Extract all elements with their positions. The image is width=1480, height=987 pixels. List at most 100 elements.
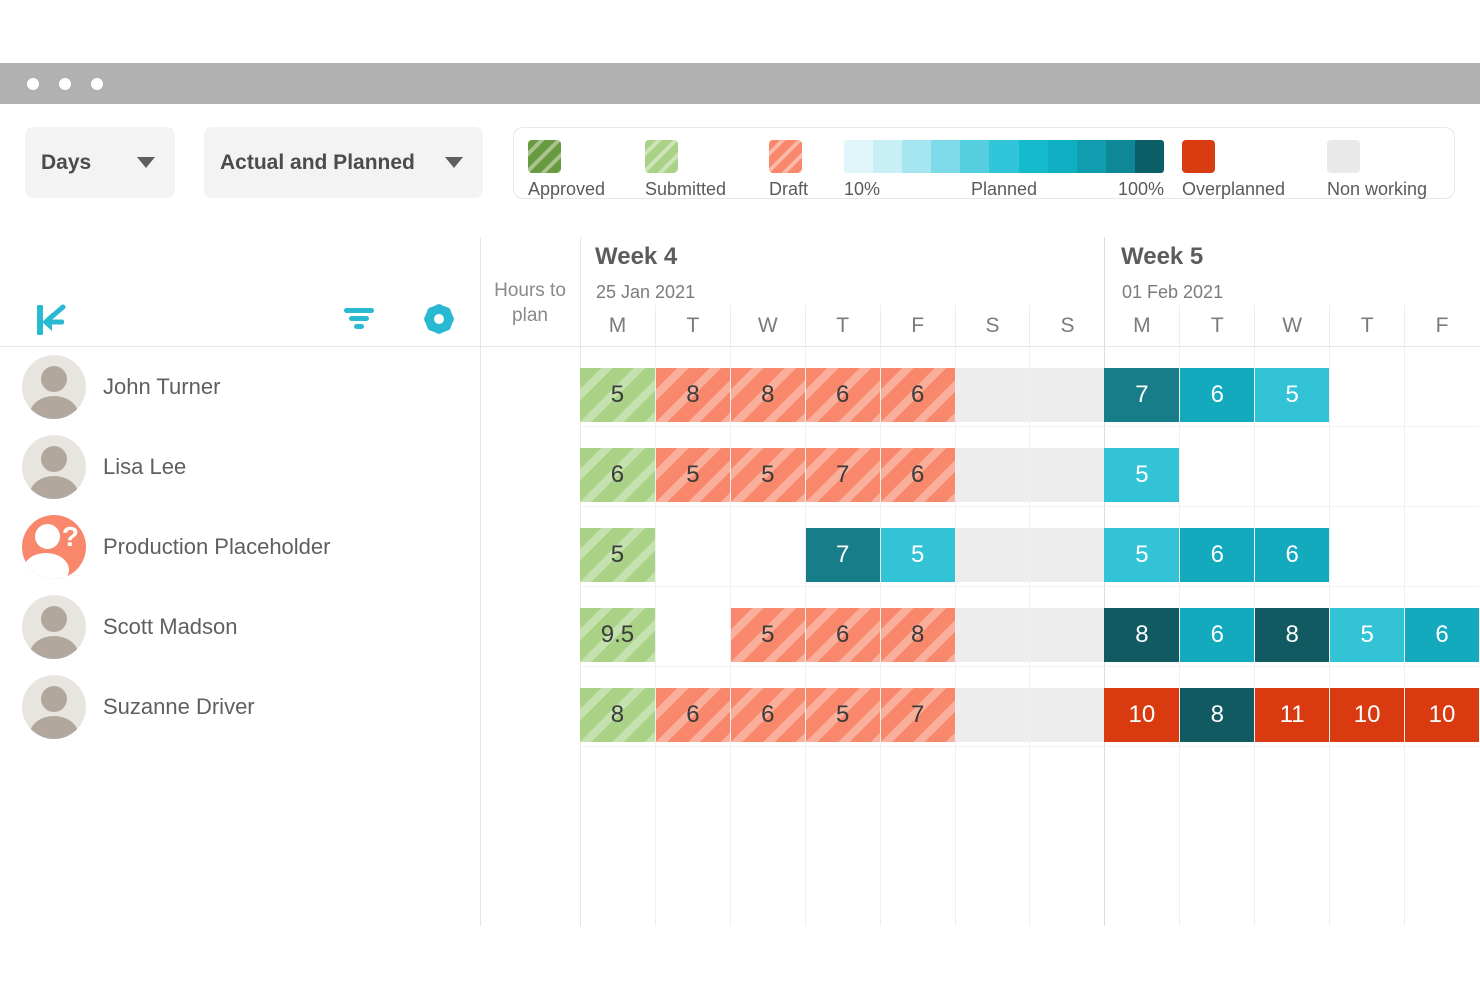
schedule-cell-planned[interactable]: 6 bbox=[1180, 368, 1255, 422]
schedule-cell-nonworking[interactable] bbox=[955, 608, 1030, 662]
schedule-cell-planned[interactable]: 5 bbox=[1330, 608, 1405, 662]
day-slot[interactable]: 7 bbox=[804, 427, 880, 506]
day-slot[interactable]: 7 bbox=[804, 507, 880, 586]
day-slot[interactable]: 6 bbox=[1179, 587, 1255, 666]
schedule-cell-submitted[interactable]: 8 bbox=[580, 688, 655, 742]
schedule-cell-submitted[interactable]: 5 bbox=[580, 368, 655, 422]
day-slot[interactable]: 6 bbox=[1179, 507, 1255, 586]
schedule-cell-nonworking[interactable] bbox=[955, 528, 1030, 582]
day-slot[interactable] bbox=[1254, 747, 1329, 926]
schedule-cell-planned[interactable]: 6 bbox=[1255, 528, 1330, 582]
day-slot[interactable]: 6 bbox=[1404, 587, 1479, 666]
day-slot[interactable]: 8 bbox=[1254, 587, 1330, 666]
day-slot[interactable] bbox=[954, 427, 1030, 506]
schedule-cell-overplanned[interactable]: 10 bbox=[1104, 688, 1180, 742]
day-slot[interactable]: 5 bbox=[804, 667, 880, 746]
schedule-cell-draft[interactable]: 5 bbox=[805, 688, 880, 742]
schedule-cell-planned[interactable]: 6 bbox=[1405, 608, 1479, 662]
schedule-cell-nonworking[interactable] bbox=[955, 448, 1030, 502]
day-slot[interactable]: 6 bbox=[879, 427, 955, 506]
day-slot[interactable]: 5 bbox=[729, 587, 805, 666]
day-slot[interactable]: 8 bbox=[1179, 667, 1255, 746]
day-slot[interactable] bbox=[1404, 747, 1479, 926]
day-slot[interactable]: 5 bbox=[879, 507, 955, 586]
day-slot[interactable] bbox=[1254, 427, 1329, 506]
schedule-cell-draft[interactable]: 6 bbox=[880, 368, 955, 422]
view-mode-dropdown[interactable]: Actual and Planned bbox=[204, 127, 483, 198]
day-slot[interactable] bbox=[1404, 347, 1479, 426]
day-slot[interactable]: 8 bbox=[654, 347, 730, 426]
day-slot[interactable]: 9.5 bbox=[580, 587, 655, 666]
day-slot[interactable]: 5 bbox=[1104, 507, 1180, 586]
day-slot[interactable] bbox=[1179, 747, 1254, 926]
day-slot[interactable] bbox=[1329, 507, 1404, 586]
day-slot[interactable]: 8 bbox=[1104, 587, 1180, 666]
day-slot[interactable]: 8 bbox=[879, 587, 955, 666]
schedule-cell-submitted[interactable]: 6 bbox=[580, 448, 655, 502]
day-slot[interactable] bbox=[879, 747, 955, 926]
schedule-cell-draft[interactable]: 6 bbox=[730, 688, 805, 742]
day-slot[interactable] bbox=[1329, 747, 1404, 926]
schedule-cell-planned[interactable]: 7 bbox=[805, 528, 880, 582]
day-slot[interactable]: 5 bbox=[580, 347, 655, 426]
schedule-cell-submitted[interactable]: 9.5 bbox=[580, 608, 655, 662]
schedule-cell-nonworking[interactable] bbox=[955, 368, 1030, 422]
schedule-cell-draft[interactable]: 6 bbox=[805, 608, 880, 662]
schedule-cell-nonworking[interactable] bbox=[1030, 368, 1105, 422]
schedule-cell-draft[interactable]: 6 bbox=[805, 368, 880, 422]
schedule-cell-planned[interactable]: 5 bbox=[880, 528, 955, 582]
day-slot[interactable] bbox=[804, 747, 880, 926]
day-slot[interactable] bbox=[1029, 507, 1105, 586]
day-slot[interactable]: 6 bbox=[654, 667, 730, 746]
schedule-cell-draft[interactable]: 7 bbox=[880, 688, 955, 742]
schedule-cell-planned[interactable]: 6 bbox=[1180, 608, 1255, 662]
schedule-cell-draft[interactable]: 5 bbox=[730, 448, 805, 502]
schedule-cell-nonworking[interactable] bbox=[1030, 528, 1105, 582]
schedule-cell-draft[interactable]: 5 bbox=[655, 448, 730, 502]
gear-icon[interactable] bbox=[422, 302, 456, 336]
day-slot[interactable]: 10 bbox=[1104, 667, 1180, 746]
day-slot[interactable]: 10 bbox=[1329, 667, 1405, 746]
schedule-cell-draft[interactable]: 8 bbox=[655, 368, 730, 422]
day-slot[interactable] bbox=[1029, 747, 1104, 926]
schedule-cell-planned[interactable]: 5 bbox=[1255, 368, 1330, 422]
schedule-cell-draft[interactable]: 6 bbox=[880, 448, 955, 502]
schedule-cell-submitted[interactable]: 5 bbox=[580, 528, 655, 582]
schedule-cell-overplanned[interactable]: 11 bbox=[1255, 688, 1330, 742]
day-slot[interactable] bbox=[1029, 587, 1105, 666]
day-slot[interactable]: 5 bbox=[580, 507, 655, 586]
schedule-cell-planned[interactable]: 8 bbox=[1255, 608, 1330, 662]
day-slot[interactable] bbox=[1104, 747, 1179, 926]
schedule-cell-planned[interactable]: 5 bbox=[1104, 448, 1180, 502]
schedule-cell-overplanned[interactable]: 10 bbox=[1330, 688, 1405, 742]
schedule-cell-planned[interactable]: 6 bbox=[1180, 528, 1255, 582]
day-slot[interactable] bbox=[1029, 667, 1105, 746]
day-slot[interactable] bbox=[1404, 507, 1479, 586]
timescale-dropdown[interactable]: Days bbox=[25, 127, 175, 198]
schedule-cell-nonworking[interactable] bbox=[1030, 608, 1105, 662]
day-slot[interactable] bbox=[1329, 427, 1404, 506]
schedule-cell-planned[interactable]: 8 bbox=[1104, 608, 1180, 662]
day-slot[interactable] bbox=[654, 747, 730, 926]
schedule-cell-draft[interactable]: 6 bbox=[655, 688, 730, 742]
day-slot[interactable]: 8 bbox=[580, 667, 655, 746]
schedule-cell-draft[interactable]: 7 bbox=[805, 448, 880, 502]
day-slot[interactable]: 6 bbox=[1179, 347, 1255, 426]
schedule-cell-overplanned[interactable]: 10 bbox=[1405, 688, 1479, 742]
day-slot[interactable] bbox=[1329, 347, 1404, 426]
schedule-cell-planned[interactable]: 5 bbox=[1104, 528, 1180, 582]
day-slot[interactable]: 5 bbox=[1329, 587, 1405, 666]
day-slot[interactable] bbox=[954, 507, 1030, 586]
day-slot[interactable] bbox=[954, 667, 1030, 746]
schedule-cell-nonworking[interactable] bbox=[955, 688, 1030, 742]
day-slot[interactable] bbox=[1179, 427, 1254, 506]
day-slot[interactable]: 6 bbox=[1254, 507, 1330, 586]
day-slot[interactable]: 7 bbox=[879, 667, 955, 746]
day-slot[interactable] bbox=[580, 747, 655, 926]
day-slot[interactable]: 10 bbox=[1404, 667, 1479, 746]
schedule-cell-planned[interactable]: 8 bbox=[1180, 688, 1255, 742]
day-slot[interactable]: 6 bbox=[804, 347, 880, 426]
day-slot[interactable]: 6 bbox=[804, 587, 880, 666]
day-slot[interactable]: 6 bbox=[580, 427, 655, 506]
schedule-cell-draft[interactable]: 8 bbox=[730, 368, 805, 422]
